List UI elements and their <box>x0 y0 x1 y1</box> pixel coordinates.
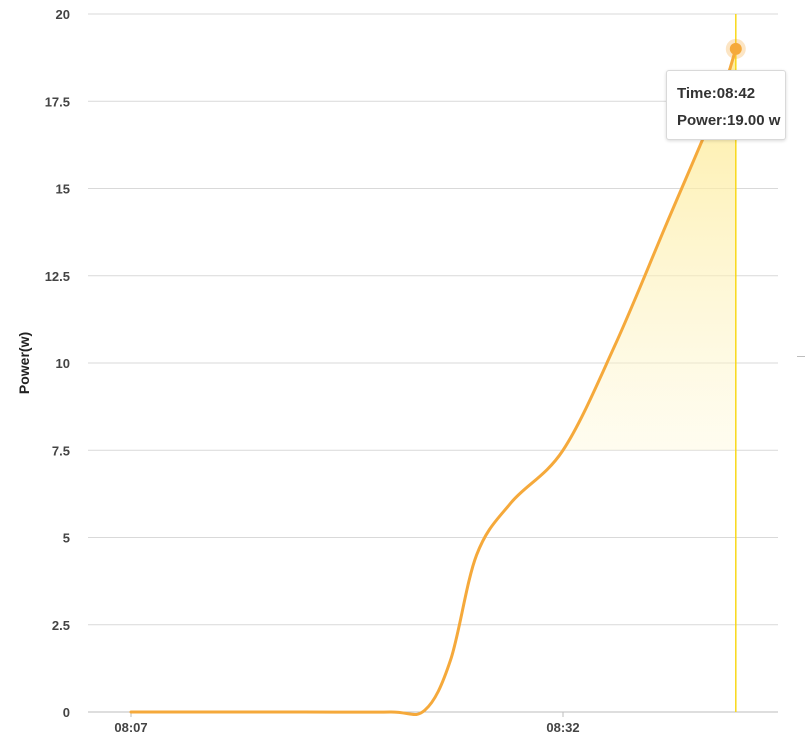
y-tick-label: 0 <box>63 705 70 720</box>
x-tick-label: 08:07 <box>114 720 147 735</box>
tooltip-time: Time:08:42 <box>677 85 756 102</box>
y-tick-label: 15 <box>56 182 70 197</box>
highlight-point[interactable] <box>729 42 742 55</box>
y-tick-label: 12.5 <box>45 269 70 284</box>
x-axis-ticks: 08:07 08:32 <box>114 712 580 735</box>
power-series-line <box>129 47 738 717</box>
y-tick-label: 5 <box>63 531 70 546</box>
data-tooltip: Time:08:42 Power:19.00 w <box>666 70 786 140</box>
y-tick-label: 17.5 <box>45 94 70 109</box>
gridlines <box>88 13 778 713</box>
y-axis-ticks: 0 2.5 5 7.5 10 12.5 15 17.5 20 <box>45 7 70 720</box>
tooltip-power: Power:19.00 w <box>677 112 781 129</box>
y-tick-label: 2.5 <box>52 618 70 633</box>
y-axis-title: Power(w) <box>16 332 32 394</box>
highlight-area <box>563 48 736 451</box>
y-tick-label: 20 <box>56 7 70 22</box>
y-tick-label: 10 <box>56 356 70 371</box>
y-tick-label: 7.5 <box>52 443 70 458</box>
panel-edge-marker <box>797 356 805 357</box>
x-tick-label: 08:32 <box>546 720 579 735</box>
